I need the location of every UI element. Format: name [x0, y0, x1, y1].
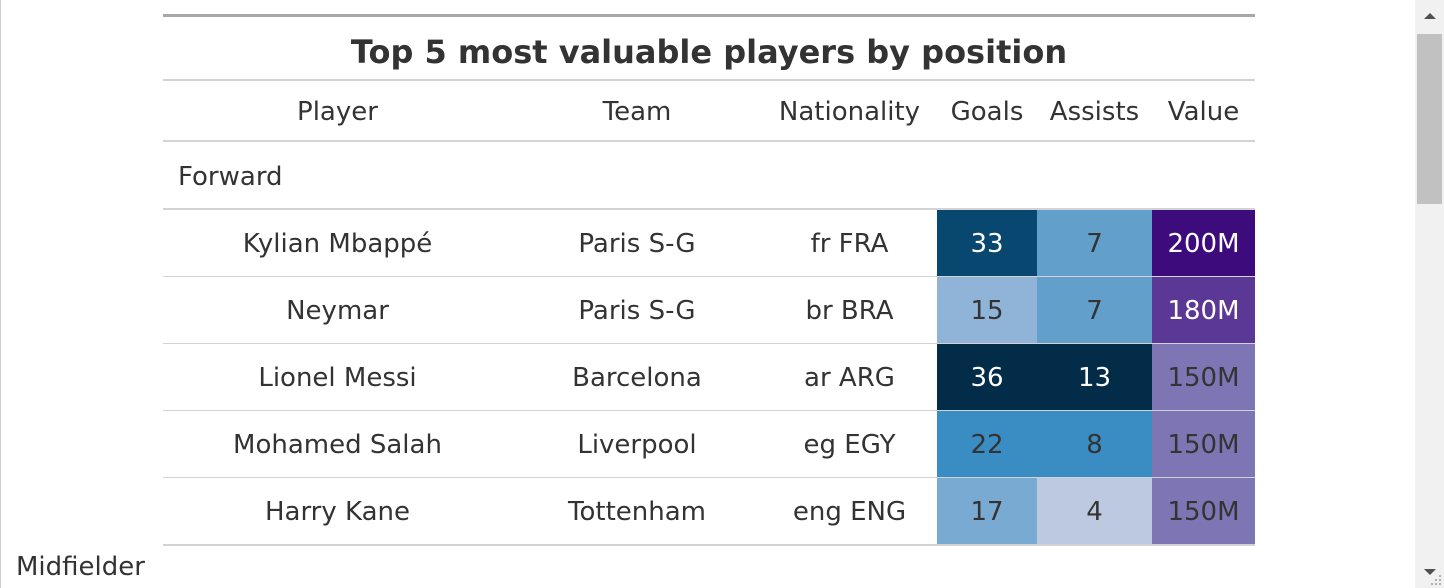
arrow-down-icon [1423, 569, 1436, 575]
cell-player: Mohamed Salah [233, 430, 442, 460]
table-top-rule [163, 14, 1255, 17]
cell-value: 150M [1152, 344, 1255, 410]
table-row: Harry Kane Tottenham eng ENG 17 4 150M [163, 478, 1255, 546]
cell-player: Neymar [286, 296, 389, 326]
scrollbar-thumb[interactable] [1417, 34, 1442, 204]
cell-team: Barcelona [572, 363, 702, 393]
cell-player: Harry Kane [264, 497, 411, 527]
column-header-nationality[interactable]: Nationality [778, 97, 921, 127]
cell-value: 150M [1152, 478, 1255, 544]
cell-nationality: eng ENG [792, 497, 907, 527]
cell-goals: 33 [937, 210, 1037, 276]
cell-team: Paris S-G [578, 296, 696, 326]
table-header-row: Player Team Nationality Goals Assists Va… [163, 81, 1255, 142]
scroll-up-button[interactable] [1415, 0, 1444, 32]
cell-value: 180M [1152, 277, 1255, 343]
resize-grip-icon [1431, 575, 1441, 585]
group-label-midfielder: Midfielder [16, 552, 145, 582]
cell-nationality: ar ARG [804, 363, 895, 393]
cell-assists: 4 [1037, 478, 1152, 544]
table-row: Neymar Paris S-G br BRA 15 7 180M [163, 277, 1255, 344]
cell-goals: 22 [937, 411, 1037, 477]
players-table: Top 5 most valuable players by position … [163, 14, 1255, 546]
scroll-down-button[interactable] [1415, 556, 1444, 588]
cell-assists: 7 [1037, 277, 1152, 343]
cell-assists: 7 [1037, 210, 1152, 276]
cell-value: 200M [1152, 210, 1255, 276]
cell-player: Kylian Mbappé [242, 229, 433, 259]
table-row: Mohamed Salah Liverpool eg EGY 22 8 150M [163, 411, 1255, 478]
vertical-scrollbar[interactable] [1415, 0, 1444, 588]
cell-value: 150M [1152, 411, 1255, 477]
cell-nationality: br BRA [805, 296, 894, 326]
forward-rows: Kylian Mbappé Paris S-G fr FRA 33 7 200M Neyma… [163, 210, 1255, 546]
cell-goals: 17 [937, 478, 1037, 544]
arrow-up-icon [1423, 13, 1436, 19]
table-title: Top 5 most valuable players by position [163, 17, 1255, 81]
column-header-player[interactable]: Player [297, 97, 378, 127]
cell-team: Tottenham [568, 497, 706, 527]
cell-team: Paris S-G [578, 229, 696, 259]
cell-team: Liverpool [577, 430, 697, 460]
table-row: Lionel Messi Barcelona ar ARG 36 13 150M [163, 344, 1255, 411]
cell-assists: 13 [1037, 344, 1152, 410]
group-label-forward: Forward [163, 142, 1255, 210]
cell-nationality: eg EGY [803, 430, 896, 460]
table-row: Kylian Mbappé Paris S-G fr FRA 33 7 200M [163, 210, 1255, 277]
column-header-goals[interactable]: Goals [950, 97, 1024, 127]
cell-nationality: fr FRA [810, 229, 889, 259]
cell-assists: 8 [1037, 411, 1152, 477]
column-header-assists[interactable]: Assists [1049, 97, 1140, 127]
cell-goals: 15 [937, 277, 1037, 343]
cell-goals: 36 [937, 344, 1037, 410]
column-header-team[interactable]: Team [602, 97, 672, 127]
column-header-value[interactable]: Value [1167, 97, 1240, 127]
cell-player: Lionel Messi [258, 363, 417, 393]
